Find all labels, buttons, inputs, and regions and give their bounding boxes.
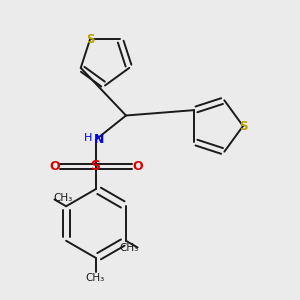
Text: N: N: [94, 133, 104, 146]
Text: H: H: [83, 133, 92, 143]
Text: O: O: [132, 160, 143, 173]
Text: S: S: [239, 119, 247, 133]
Text: CH₃: CH₃: [119, 242, 138, 253]
Text: S: S: [86, 33, 94, 46]
Text: CH₃: CH₃: [85, 273, 104, 283]
Text: O: O: [49, 160, 60, 173]
Text: S: S: [91, 160, 101, 173]
Text: CH₃: CH₃: [54, 193, 73, 203]
